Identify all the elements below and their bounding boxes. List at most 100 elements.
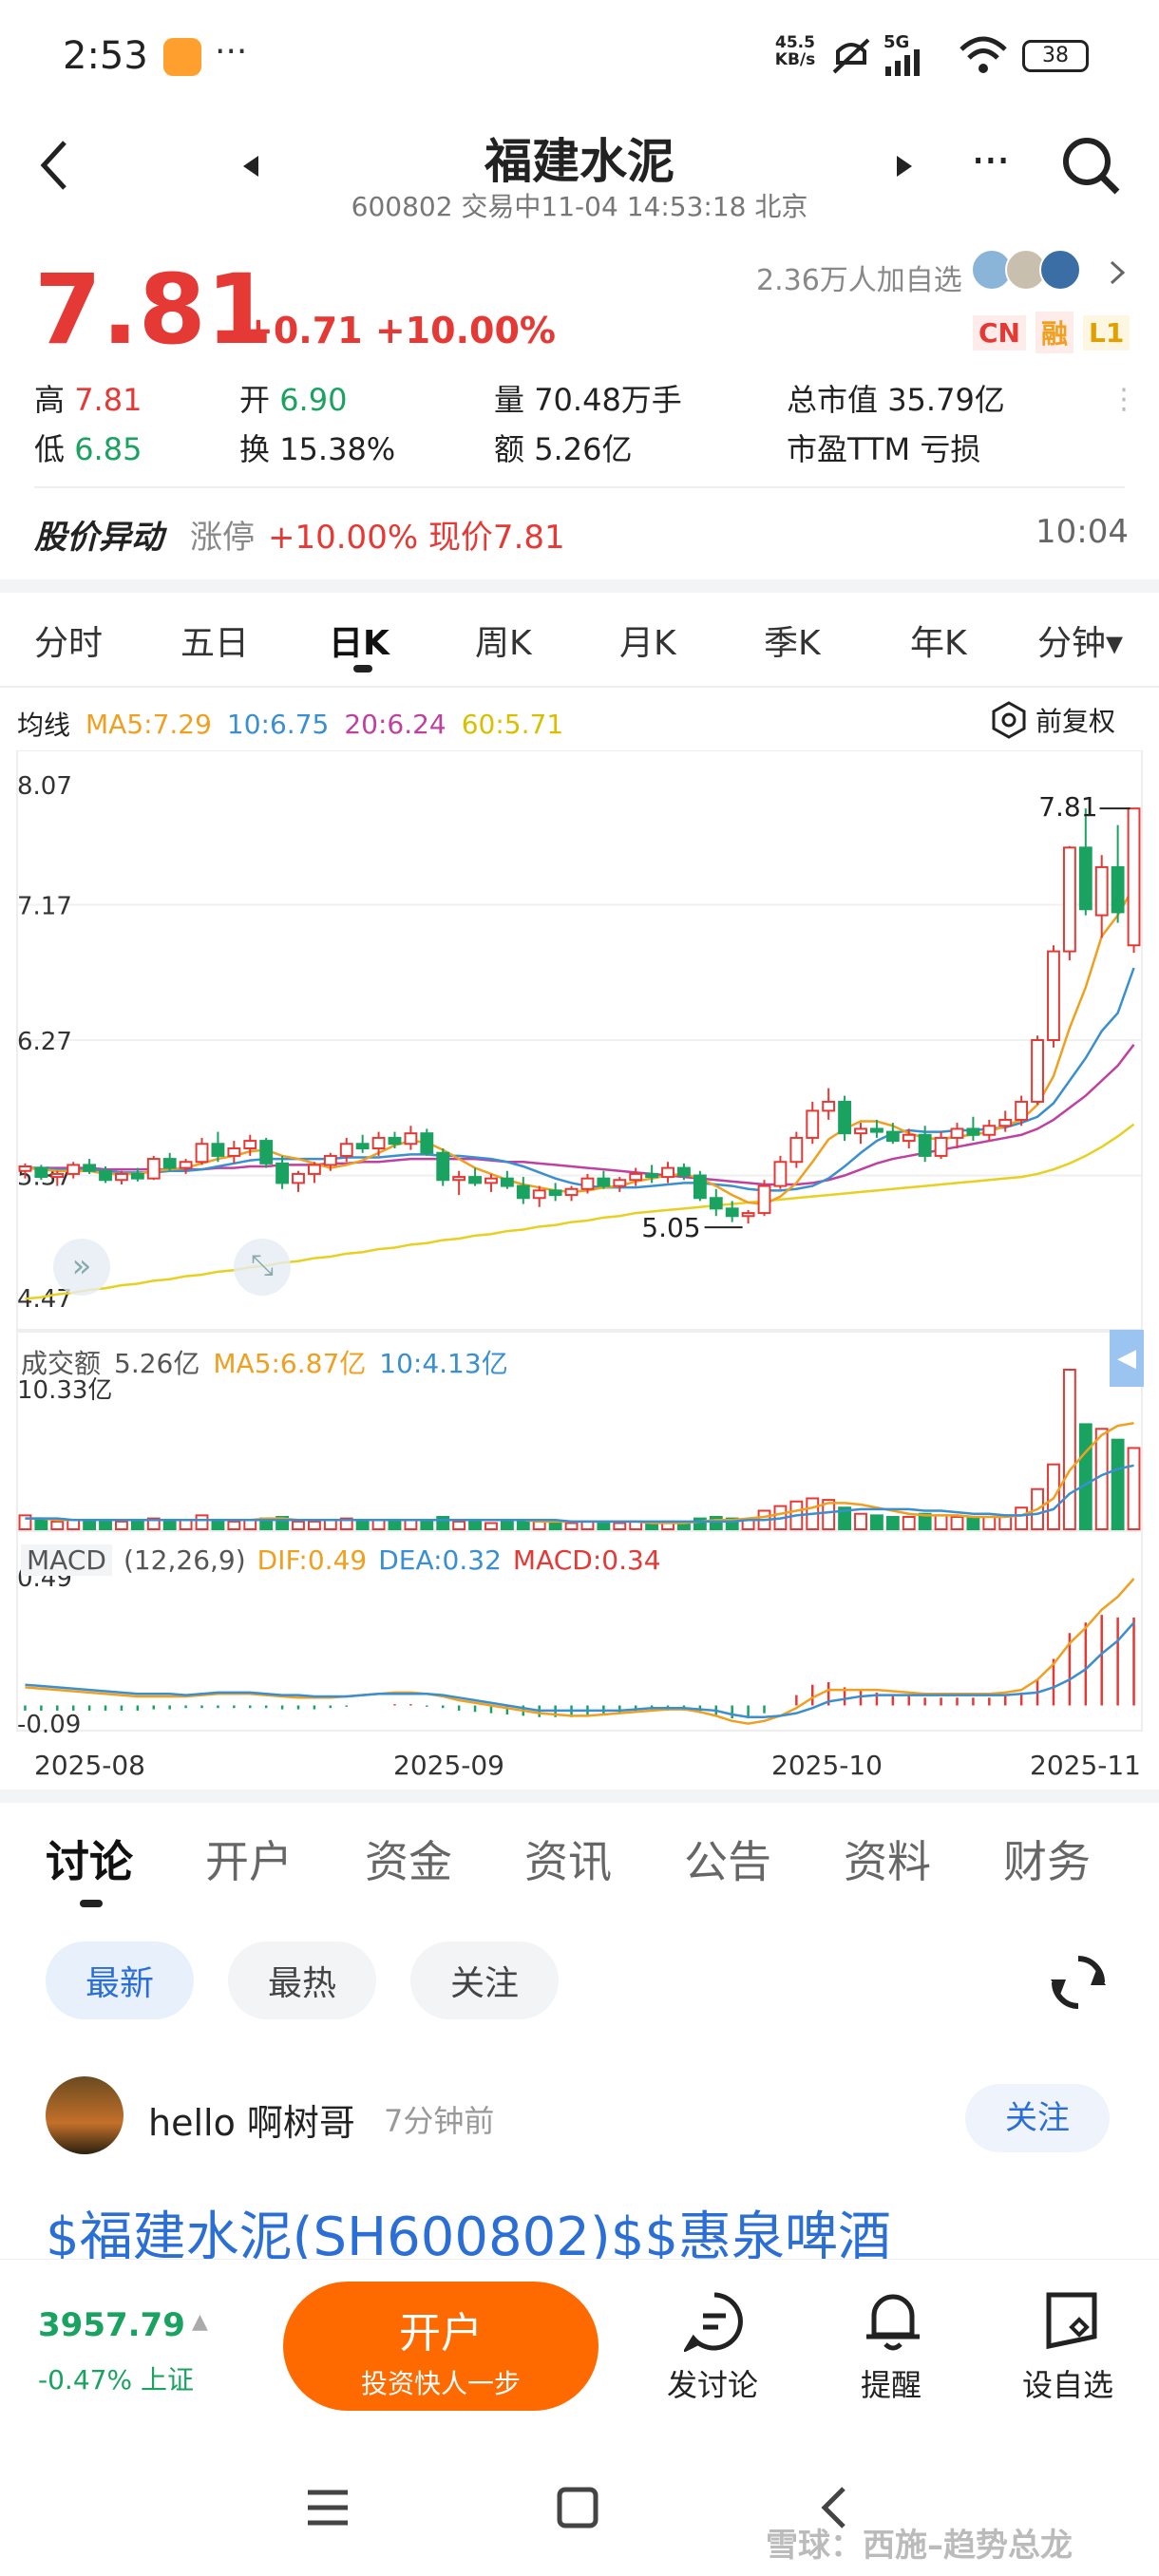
candle — [66, 1164, 81, 1175]
index-value[interactable]: 3957.79 — [38, 2306, 185, 2344]
candle — [146, 1158, 161, 1180]
y-tick-label: 7.17 — [17, 893, 72, 921]
chevron-right-icon[interactable] — [1108, 258, 1127, 287]
refresh-icon[interactable] — [1049, 1953, 1108, 2012]
tab-1[interactable]: 五日 — [180, 624, 250, 663]
macd-dif: DIF:0.49 — [256, 1544, 368, 1576]
tab-indicator — [353, 665, 372, 672]
adjust-selector[interactable]: 前复权 — [990, 701, 1115, 739]
index-change[interactable]: -0.47% 上证 — [38, 2364, 194, 2396]
candle — [34, 1166, 48, 1179]
alert-button[interactable]: 提醒 — [861, 2367, 922, 2403]
expand-left-icon[interactable]: » — [53, 1239, 110, 1296]
candle — [709, 1197, 723, 1210]
volume-bar — [18, 1514, 32, 1531]
back-icon[interactable] — [34, 137, 72, 194]
tab-6[interactable]: 财务 — [1003, 1836, 1091, 1887]
post-username[interactable]: hello 啊树哥 — [148, 2102, 355, 2144]
divider — [0, 686, 1159, 688]
tab-0[interactable]: 讨论 — [46, 1836, 133, 1887]
divider — [34, 486, 1125, 488]
tab-6[interactable]: 年K — [910, 624, 967, 663]
next-stock-icon[interactable] — [893, 154, 916, 179]
ma-legend: 均线 MA5:7.29 10:6.75 20:6.24 60:5.71 — [17, 705, 563, 743]
collapse-left-icon[interactable]: ◀ — [1110, 1330, 1144, 1387]
stock-chart[interactable]: 8.077.176.275.374.477.815.0510.33亿0.49-0… — [0, 750, 1159, 1795]
candle — [1031, 1039, 1044, 1103]
volume-bar — [613, 1522, 627, 1531]
candle — [195, 1143, 209, 1164]
stat-value: 35.79亿 — [887, 382, 1005, 418]
candle — [693, 1174, 707, 1200]
back-nav-icon[interactable] — [819, 2485, 847, 2530]
price-alert[interactable]: 股价异动 涨停 +10.00% 现价7.81 — [34, 511, 565, 558]
candle — [998, 1118, 1013, 1127]
volume-bar — [934, 1514, 948, 1531]
post-text[interactable]: $福建水泥(SH600802)$$惠泉啤酒 — [46, 2207, 892, 2259]
candle — [548, 1189, 562, 1197]
avatar[interactable] — [46, 2076, 124, 2154]
tab-2[interactable]: 资金 — [365, 1836, 452, 1887]
settings-icon — [992, 701, 1026, 739]
chip-hot[interactable]: 最热 — [228, 1941, 376, 2019]
y-tick-label: 6.27 — [17, 1028, 72, 1056]
candle — [211, 1143, 225, 1157]
post-button[interactable]: 发讨论 — [667, 2367, 759, 2403]
tab-7[interactable]: 分钟▾ — [1037, 624, 1124, 663]
tab-4[interactable]: 月K — [619, 624, 676, 663]
watchlist-button[interactable]: 设自选 — [1022, 2367, 1114, 2403]
stat-2: 量 70.48万手 — [494, 376, 682, 420]
tab-4[interactable]: 公告 — [684, 1836, 771, 1887]
follower-avatars[interactable] — [971, 249, 1081, 291]
ma10-label: 10:6.75 — [226, 708, 330, 740]
watchlist-icon[interactable] — [1041, 2289, 1102, 2352]
stat-label: 开 — [239, 382, 280, 418]
volume-bar — [500, 1520, 514, 1531]
volume-bar — [388, 1520, 402, 1531]
volume-bar — [1078, 1423, 1092, 1530]
tab-2[interactable]: 日K — [329, 624, 390, 663]
volume-bar — [404, 1519, 418, 1530]
prev-stock-icon[interactable] — [239, 154, 262, 179]
x-tick-label: 2025-11 — [1030, 1750, 1141, 1781]
fullscreen-icon[interactable]: ⤡ — [234, 1239, 291, 1296]
stat-label: 额 — [494, 431, 535, 467]
stats-more-icon[interactable]: ⋮ — [1110, 383, 1138, 416]
home-icon[interactable] — [557, 2487, 598, 2529]
stat-value: 亏损 — [920, 431, 981, 467]
tab-5[interactable]: 季K — [764, 624, 821, 663]
stat-5: 换 15.38% — [239, 426, 395, 469]
tab-3[interactable]: 周K — [475, 624, 532, 663]
tab-1[interactable]: 开户 — [205, 1836, 293, 1887]
candle — [741, 1212, 755, 1218]
candle — [50, 1172, 65, 1179]
open-account-button[interactable]: 开户 投资快人一步 — [283, 2282, 598, 2411]
search-icon[interactable] — [1060, 135, 1123, 198]
volume-bar — [50, 1520, 65, 1531]
follow-button[interactable]: 关注 — [965, 2084, 1110, 2152]
chip-latest[interactable]: 最新 — [46, 1941, 194, 2019]
battery-icon: 38 — [1022, 40, 1089, 72]
volume-ma-MA5 — [25, 1422, 1134, 1525]
stat-0: 高 7.81 — [34, 376, 142, 420]
bell-icon[interactable] — [863, 2289, 923, 2352]
more-icon[interactable]: ··· — [971, 135, 1011, 188]
candle — [452, 1176, 466, 1182]
tab-0[interactable]: 分时 — [34, 624, 104, 663]
volume-frame — [16, 1331, 1143, 1530]
avatar — [1039, 249, 1081, 291]
followers-count[interactable]: 2.36万人加自选 — [756, 264, 962, 297]
volume-bar — [195, 1514, 209, 1531]
candle — [179, 1161, 193, 1169]
stat-label: 低 — [34, 431, 75, 467]
adjust-label: 前复权 — [1036, 706, 1116, 737]
menu-icon[interactable] — [306, 2489, 350, 2527]
triangle-up-icon: ▲ — [192, 2310, 208, 2334]
stat-6: 额 5.26亿 — [494, 426, 632, 469]
tab-3[interactable]: 资讯 — [524, 1836, 612, 1887]
comment-icon[interactable] — [684, 2291, 745, 2352]
tab-5[interactable]: 资料 — [844, 1836, 931, 1887]
chip-following[interactable]: 关注 — [410, 1941, 559, 2019]
volume-bar — [420, 1519, 434, 1530]
volume-bar — [339, 1517, 353, 1530]
